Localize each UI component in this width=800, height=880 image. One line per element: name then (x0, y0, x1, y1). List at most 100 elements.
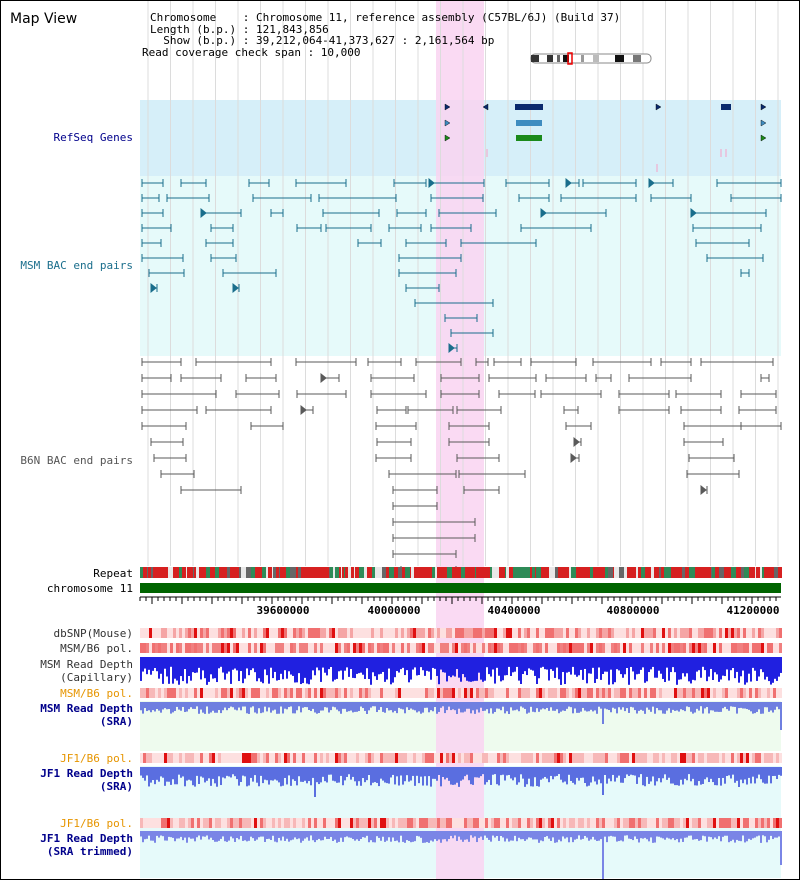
depth-bar (264, 767, 266, 780)
depth-bar (682, 702, 684, 711)
depth-bar (342, 657, 344, 680)
depth-bar (626, 702, 628, 709)
depth-bar (486, 702, 488, 710)
heat-cell (185, 818, 188, 828)
heat-cell (524, 818, 527, 828)
depth-bar (684, 831, 686, 838)
depth-bar (292, 831, 294, 840)
depth-bar (528, 831, 530, 838)
depth-bar (330, 657, 332, 667)
depth-bar (696, 657, 698, 672)
track-label-msm-bac[interactable]: MSM BAC end pairs (20, 259, 133, 272)
heat-cell (392, 688, 395, 698)
heat-cell (413, 643, 416, 653)
depth-bar (350, 657, 352, 670)
depth-bar (508, 702, 510, 714)
heat-cell (770, 818, 773, 828)
heat-cell (374, 753, 377, 763)
heat-cell (350, 628, 353, 638)
depth-bar (524, 767, 526, 787)
heat-cell (452, 643, 455, 653)
depth-bar (468, 831, 470, 842)
heat-cell (326, 688, 329, 698)
depth-bar (674, 657, 676, 673)
repeat-block (398, 567, 402, 578)
heat-cell (416, 818, 419, 828)
track-label-refseq[interactable]: RefSeq Genes (53, 131, 133, 144)
heat-cell (644, 818, 647, 828)
depth-bar (646, 657, 648, 682)
depth-bar (640, 831, 642, 839)
heat-cell (662, 818, 665, 828)
depth-bar (656, 702, 658, 709)
depth-bar (714, 767, 716, 786)
heat-cell (221, 818, 224, 828)
heat-cell (578, 643, 581, 653)
depth-bar (238, 657, 240, 682)
heat-cell (266, 628, 269, 638)
heat-cell (293, 688, 296, 698)
heat-cell (407, 818, 410, 828)
heat-cell (434, 818, 437, 828)
heat-cell (209, 628, 212, 638)
heat-cell (377, 688, 380, 698)
depth-bar (688, 767, 690, 775)
heat-cell (647, 753, 650, 763)
heat-cell (524, 643, 527, 653)
depth-bar (646, 831, 648, 840)
heat-cell (317, 818, 320, 828)
track-label-msm-b6-pol-2: MSM/B6 pol. (60, 687, 133, 700)
depth-bar (236, 702, 238, 711)
depth-bar (288, 702, 290, 708)
heat-cell (488, 688, 491, 698)
depth-bar (670, 657, 672, 673)
heat-cell (383, 688, 386, 698)
depth-bar (248, 767, 250, 786)
depth-bar (704, 702, 706, 709)
heat-cell (680, 643, 683, 653)
heat-cell (554, 753, 557, 763)
repeat-block (674, 567, 678, 578)
depth-bar (512, 702, 514, 711)
heat-cell (182, 643, 185, 653)
heat-cell (317, 628, 320, 638)
heat-cell (776, 688, 779, 698)
heat-cell (305, 628, 308, 638)
depth-bar (150, 767, 152, 783)
heat-cell (152, 643, 155, 653)
heat-cell (290, 753, 293, 763)
heat-cell (677, 643, 680, 653)
depth-bar (760, 702, 762, 714)
depth-bar (168, 657, 170, 684)
heat-cell (479, 628, 482, 638)
depth-bar (454, 657, 456, 677)
heat-cell (248, 753, 251, 763)
repeat-block (251, 567, 255, 578)
depth-bar (424, 831, 426, 843)
depth-bar (772, 657, 774, 683)
heat-cell (563, 643, 566, 653)
heat-cell (740, 643, 743, 653)
depth-bar (530, 767, 532, 787)
depth-bar (180, 767, 182, 778)
heat-cell (407, 643, 410, 653)
heat-cell (764, 688, 767, 698)
heat-cell (431, 628, 434, 638)
heat-cell (353, 753, 356, 763)
heat-cell (713, 818, 716, 828)
track-label-b6n-bac[interactable]: B6N BAC end pairs (20, 454, 133, 467)
depth-bar (430, 831, 432, 841)
depth-bar (680, 657, 682, 680)
depth-bar (542, 767, 544, 779)
heat-cell (383, 628, 386, 638)
depth-bar (382, 767, 384, 781)
heat-cell (512, 628, 515, 638)
repeat-block (729, 567, 731, 578)
heat-cell (146, 688, 149, 698)
heat-cell (590, 688, 593, 698)
heat-cell (536, 818, 539, 828)
depth-bar (260, 767, 262, 776)
heat-cell (260, 753, 263, 763)
heat-cell (338, 688, 341, 698)
